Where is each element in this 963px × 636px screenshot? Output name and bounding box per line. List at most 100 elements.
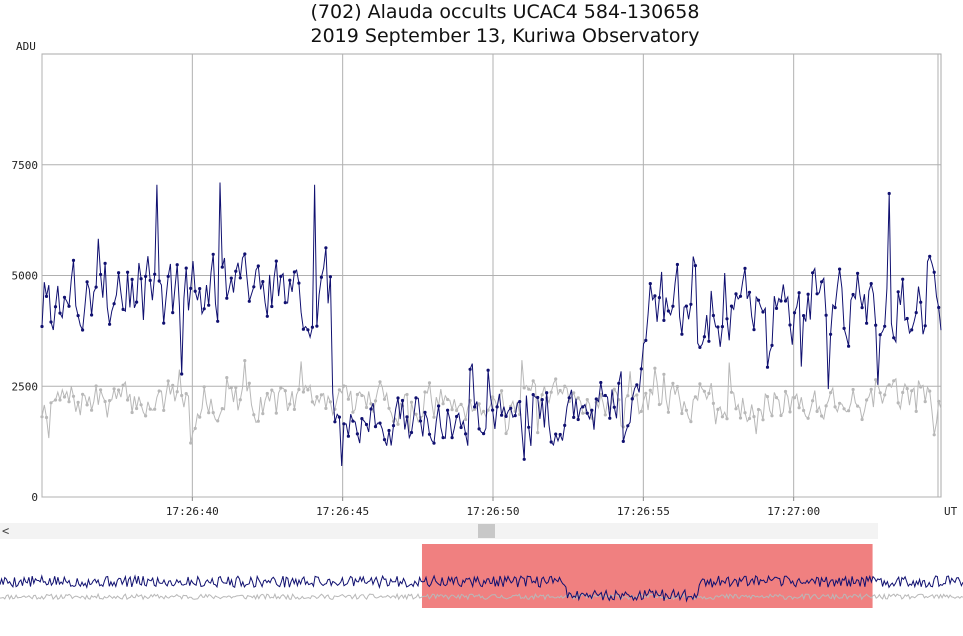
comparison-point <box>364 405 369 410</box>
target-point <box>527 425 531 429</box>
target-point <box>495 405 499 409</box>
target-point <box>283 301 287 305</box>
target-point <box>53 305 58 309</box>
comparison-point <box>689 420 693 424</box>
comparison-point <box>675 384 680 389</box>
comparison-point <box>725 417 729 421</box>
overview-strip[interactable] <box>0 540 963 610</box>
target-point <box>747 290 752 294</box>
comparison-point <box>905 387 909 391</box>
target-point <box>473 405 477 409</box>
comparison-point <box>139 403 143 407</box>
comparison-point <box>409 400 414 404</box>
target-point <box>833 306 837 310</box>
target-point <box>509 406 513 410</box>
target-point <box>770 343 774 347</box>
target-point <box>558 432 562 437</box>
target-point <box>923 324 927 328</box>
x-tick-label: 17:26:50 <box>467 505 520 518</box>
scroll-left-arrow-icon[interactable]: < <box>2 524 10 538</box>
target-point <box>49 320 53 324</box>
target-point <box>513 414 517 418</box>
overview-target-line <box>0 574 963 603</box>
comparison-point <box>99 388 103 392</box>
target-point <box>856 271 860 275</box>
target-point <box>486 368 490 372</box>
comparison-point <box>729 390 734 394</box>
target-point <box>202 307 206 311</box>
target-point <box>180 372 184 376</box>
target-point <box>130 277 134 281</box>
comparison-point <box>76 400 80 404</box>
comparison-point <box>238 398 242 402</box>
comparison-point <box>441 402 445 406</box>
target-point <box>468 367 472 371</box>
comparison-point <box>464 417 468 422</box>
target-point <box>90 313 94 317</box>
comparison-point <box>189 441 193 445</box>
target-point <box>914 311 918 315</box>
comparison-point <box>44 415 49 420</box>
target-point <box>216 319 220 323</box>
target-point <box>549 440 553 444</box>
target-point <box>94 285 98 289</box>
comparison-point <box>720 415 725 419</box>
target-point <box>851 292 855 297</box>
comparison-point <box>856 404 860 408</box>
comparison-point <box>459 402 463 406</box>
target-point <box>108 322 112 326</box>
target-point <box>585 411 589 415</box>
comparison-point <box>644 391 648 395</box>
comparison-point <box>738 416 743 420</box>
target-point <box>896 290 900 294</box>
target-point <box>491 408 495 412</box>
target-point <box>761 310 765 314</box>
target-point <box>126 270 130 274</box>
comparison-point <box>477 402 481 406</box>
target-point <box>802 314 806 318</box>
target-point <box>869 282 873 286</box>
comparison-point <box>847 409 851 413</box>
comparison-point <box>220 407 224 411</box>
target-point <box>418 419 423 423</box>
comparison-point <box>90 408 94 412</box>
target-point <box>711 313 716 318</box>
comparison-point <box>851 387 855 392</box>
target-point <box>62 295 67 299</box>
target-point <box>756 298 761 302</box>
comparison-point <box>657 402 662 407</box>
comparison-point <box>369 402 373 406</box>
target-point <box>554 432 558 436</box>
comparison-point <box>829 391 833 395</box>
comparison-point <box>301 390 305 394</box>
target-point <box>567 396 571 400</box>
comparison-point <box>486 408 490 412</box>
target-point <box>689 302 693 306</box>
comparison-point <box>193 426 197 430</box>
comparison-point <box>373 399 378 403</box>
comparison-point <box>522 386 526 390</box>
target-point <box>432 441 436 445</box>
time-scrollbar[interactable]: < <box>0 523 878 539</box>
scroll-thumb[interactable] <box>478 524 495 538</box>
target-point <box>351 419 355 423</box>
comparison-point <box>207 411 211 415</box>
comparison-point <box>711 401 716 405</box>
comparison-point <box>648 388 652 392</box>
target-point <box>815 292 819 296</box>
y-tick-label: 0 <box>31 491 38 504</box>
comparison-point <box>292 407 296 411</box>
comparison-point <box>243 359 247 363</box>
overview-comparison-line <box>0 592 963 601</box>
comparison-point <box>355 392 359 397</box>
target-point <box>617 381 621 385</box>
comparison-point <box>108 399 112 403</box>
target-point <box>644 338 648 342</box>
comparison-point <box>324 406 328 410</box>
comparison-point <box>482 409 486 413</box>
light-curve-chart[interactable]: 0 2500 5000 7500 17:26:40 17:26:45 17:26:50 17:… <box>0 0 963 520</box>
comparison-point <box>756 407 761 412</box>
comparison-point <box>473 407 477 411</box>
comparison-point <box>504 431 508 436</box>
target-point <box>684 304 689 308</box>
